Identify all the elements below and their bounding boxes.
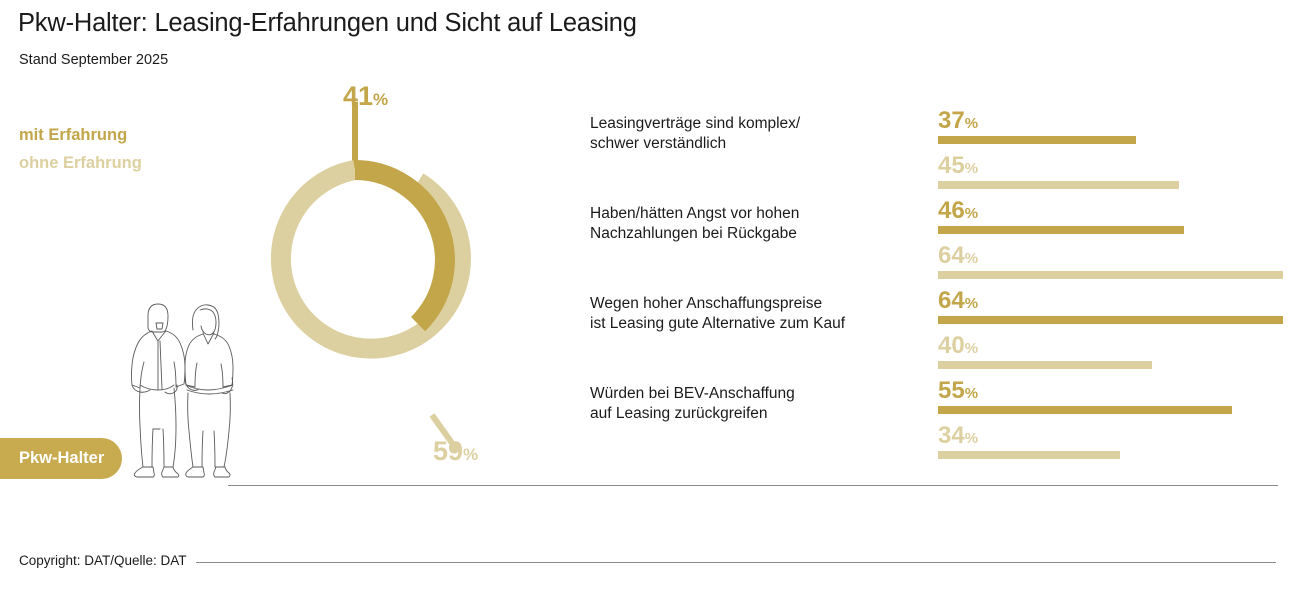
bar-value-number: 45 <box>938 152 965 179</box>
bar-value-number: 64 <box>938 242 965 269</box>
bar-group-track: 64% 40% <box>938 284 1288 374</box>
bar-fill <box>938 271 1283 279</box>
bar-value-unit: % <box>964 385 979 402</box>
bar-value-number: 64 <box>938 287 965 314</box>
bar-value-unit: % <box>964 160 979 177</box>
bar-row: 34% <box>938 419 1288 464</box>
donut-value-59: 59% <box>433 438 478 465</box>
legend-item-mit-erfahrung: mit Erfahrung <box>19 126 128 144</box>
bar-value-unit: % <box>964 115 979 132</box>
bar-group-label: Wegen hoher Anschaffungspreise ist Leasi… <box>590 295 846 332</box>
bar-chart: Leasingverträge sind komplex/ schwer ver… <box>590 104 1290 464</box>
bar-row: 55% <box>938 374 1288 419</box>
bar-group: Wegen hoher Anschaffungspreise ist Leasi… <box>590 284 1290 374</box>
bar-value-number: 46 <box>938 197 965 224</box>
page-title: Pkw-Halter: Leasing-Erfahrungen und Sich… <box>18 9 637 37</box>
bar-group: Würden bei BEV-Anschaffung auf Leasing z… <box>590 374 1290 464</box>
bar-row: 64% <box>938 284 1288 329</box>
bar-value: 55% <box>938 379 978 403</box>
status-badge: Pkw-Halter <box>0 438 123 479</box>
donut-value-59-unit: % <box>463 445 479 464</box>
bar-value-number: 37 <box>938 107 965 134</box>
bar-fill <box>938 451 1120 459</box>
bar-group-label: Würden bei BEV-Anschaffung auf Leasing z… <box>590 385 795 422</box>
people-illustration-svg <box>131 303 234 478</box>
donut-leader-line-59 <box>429 413 460 452</box>
donut-value-41-number: 41 <box>343 81 374 111</box>
bar-row: 37% <box>938 104 1288 149</box>
bar-group: Leasingverträge sind komplex/ schwer ver… <box>590 104 1290 194</box>
donut-value-59-number: 59 <box>433 436 464 466</box>
donut-value-41-unit: % <box>373 90 389 109</box>
bar-fill <box>938 226 1184 234</box>
bar-value-unit: % <box>964 205 979 222</box>
footer-divider <box>196 562 1276 563</box>
donut-slice-mit-erfahrung <box>354 160 455 332</box>
bar-value: 37% <box>938 109 978 133</box>
bar-value: 45% <box>938 154 978 178</box>
bar-group-track: 46% 64% <box>938 194 1288 284</box>
donut-chart: 41% 59% <box>222 80 532 470</box>
two-people-illustration <box>124 298 246 493</box>
bar-value-number: 34 <box>938 422 965 449</box>
bar-group-track: 37% 45% <box>938 104 1288 194</box>
page-subtitle: Stand September 2025 <box>19 52 169 68</box>
bar-value-number: 40 <box>938 332 965 359</box>
donut-chart-svg <box>270 102 471 452</box>
bar-fill <box>938 361 1152 369</box>
donut-value-41: 41% <box>343 83 388 110</box>
bar-row: 46% <box>938 194 1288 239</box>
legend-item-ohne-erfahrung: ohne Erfahrung <box>19 154 142 172</box>
bar-row: 45% <box>938 149 1288 194</box>
bar-value: 34% <box>938 424 978 448</box>
bar-value-number: 55 <box>938 377 965 404</box>
bar-group-track: 55% 34% <box>938 374 1288 464</box>
bar-value: 64% <box>938 244 978 268</box>
bar-fill <box>938 406 1232 414</box>
bar-value-unit: % <box>964 340 979 357</box>
bar-group: Haben/hätten Angst vor hohen Nachzahlung… <box>590 194 1290 284</box>
bar-fill <box>938 181 1179 189</box>
donut-slice-ohne-erfahrung <box>270 160 471 359</box>
bar-value: 40% <box>938 334 978 358</box>
footer-copyright: Copyright: DAT/Quelle: DAT <box>19 553 187 568</box>
bar-group-label: Leasingverträge sind komplex/ schwer ver… <box>590 115 801 152</box>
legend: mit Erfahrung ohne Erfahrung <box>19 121 142 177</box>
bar-value-unit: % <box>964 430 979 447</box>
bar-fill <box>938 136 1136 144</box>
bar-value-unit: % <box>964 295 979 312</box>
bar-row: 40% <box>938 329 1288 374</box>
bar-row: 64% <box>938 239 1288 284</box>
bar-value-unit: % <box>964 250 979 267</box>
bar-value: 46% <box>938 199 978 223</box>
bar-group-label: Haben/hätten Angst vor hohen Nachzahlung… <box>590 205 800 242</box>
bar-fill <box>938 316 1283 324</box>
ground-line <box>228 485 1278 486</box>
bar-value: 64% <box>938 289 978 313</box>
